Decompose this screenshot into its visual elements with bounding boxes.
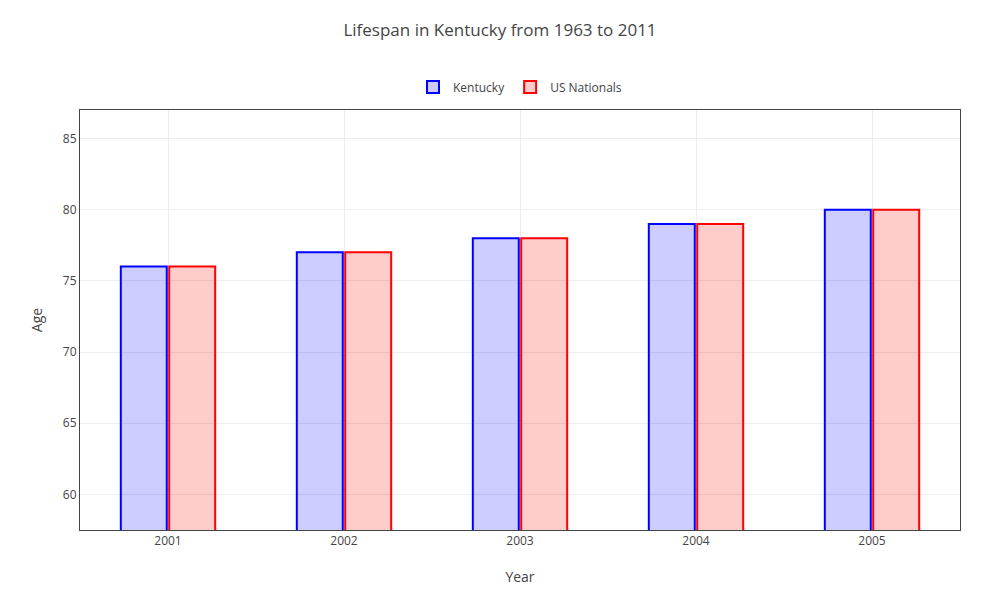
svg-text:2001: 2001 <box>154 532 181 549</box>
svg-text:Lifespan in Kentucky from 1963: Lifespan in Kentucky from 1963 to 2011 <box>343 18 656 41</box>
svg-text:60: 60 <box>63 486 77 503</box>
svg-text:Age: Age <box>27 308 46 332</box>
svg-text:75: 75 <box>63 272 77 289</box>
svg-text:2003: 2003 <box>506 532 534 549</box>
svg-text:2004: 2004 <box>682 532 710 549</box>
svg-text:85: 85 <box>63 130 77 147</box>
svg-text:65: 65 <box>63 414 77 431</box>
svg-text:2005: 2005 <box>858 532 886 549</box>
svg-text:US Nationals: US Nationals <box>550 79 622 96</box>
svg-text:Year: Year <box>505 567 534 586</box>
svg-text:Kentucky: Kentucky <box>453 79 505 96</box>
svg-text:2002: 2002 <box>330 532 358 549</box>
svg-text:70: 70 <box>63 343 77 360</box>
svg-text:80: 80 <box>63 201 77 218</box>
